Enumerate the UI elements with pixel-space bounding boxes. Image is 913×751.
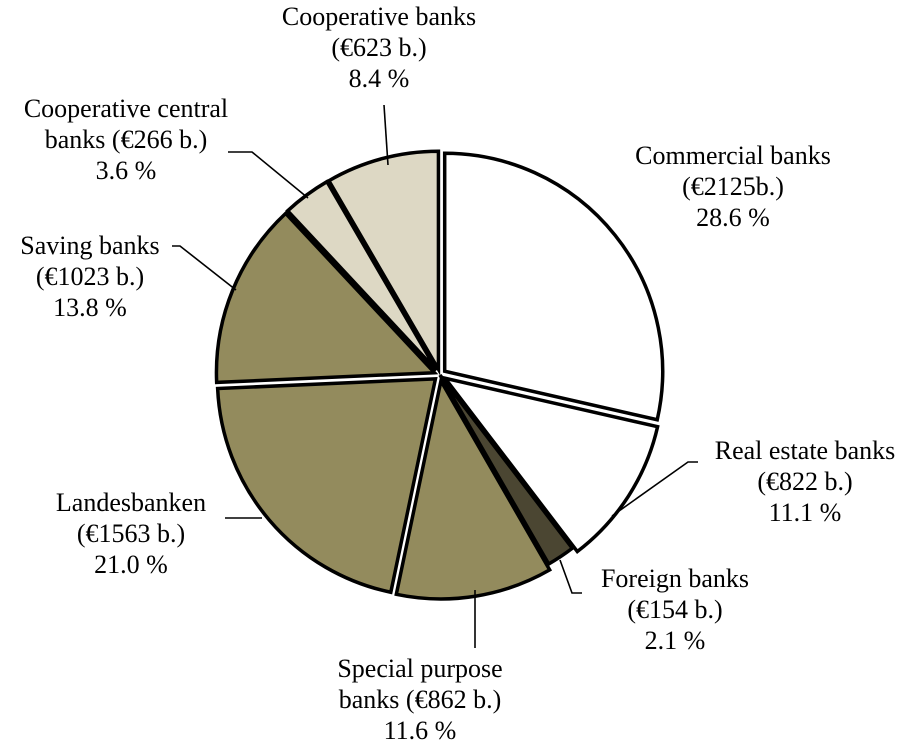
slice-label-saving: Saving banks (€1023 b.) 13.8 % <box>20 230 159 323</box>
slice-label-commercial: Commercial banks (€2125b.) 28.6 % <box>635 140 831 233</box>
slice-label-line: Saving banks <box>20 231 160 260</box>
leader-line-coop-central <box>228 151 309 199</box>
slice-label-line: banks (€862 b.) <box>338 685 502 714</box>
pie-slice-saving <box>214 210 439 385</box>
slice-label-line: banks (€266 b.) <box>44 125 208 154</box>
slice-label-line: 13.8 % <box>53 293 127 322</box>
slice-label-line: (€1563 b.) <box>76 519 186 548</box>
slice-label-line: Commercial banks <box>635 141 831 170</box>
slice-label-coop-central: Cooperative central banks (€266 b.) 3.6 % <box>24 93 228 186</box>
slice-label-line: 8.4 % <box>348 64 410 93</box>
leader-line-foreign <box>559 559 582 594</box>
pie-slice-commercial <box>442 151 665 422</box>
slice-label-line: 3.6 % <box>95 156 157 185</box>
leader-line-real-estate <box>611 461 698 517</box>
slice-label-line: (€822 b.) <box>757 467 853 496</box>
slice-label-line: Real estate banks <box>714 436 896 465</box>
slice-label-foreign: Foreign banks (€154 b.) 2.1 % <box>601 563 749 656</box>
slice-label-line: 11.6 % <box>383 716 457 745</box>
leader-line-cooperative <box>383 104 389 166</box>
slice-label-line: 28.6 % <box>696 203 770 232</box>
pie-slice-cooperative <box>326 149 441 376</box>
slice-label-special-purpose: Special purpose banks (€862 b.) 11.6 % <box>337 653 502 746</box>
slice-label-line: (€1023 b.) <box>35 262 145 291</box>
pie-slice-real-estate <box>440 375 660 554</box>
slice-label-cooperative: Cooperative banks (€623 b.) 8.4 % <box>282 1 476 94</box>
slice-label-line: (€2125b.) <box>682 172 784 201</box>
pie-slice-foreign <box>438 373 575 567</box>
pie-slices <box>214 149 665 601</box>
slice-label-line: Special purpose <box>337 654 503 683</box>
pie-slice-coop-central <box>285 179 438 372</box>
slice-label-real-estate: Real estate banks (€822 b.) 11.1 % <box>715 435 896 528</box>
pie-slice-landesbanken <box>215 377 438 595</box>
slice-label-line: Cooperative banks <box>281 2 477 31</box>
slice-label-line: Cooperative central <box>23 94 229 123</box>
leader-line-saving <box>172 245 237 291</box>
leader-lines <box>172 104 698 648</box>
slice-label-line: 2.1 % <box>644 626 706 655</box>
slice-label-line: Foreign banks <box>600 564 750 593</box>
slice-label-line: 11.1 % <box>768 498 842 527</box>
slice-label-line: 21.0 % <box>94 550 168 579</box>
slice-label-landesbanken: Landesbanken (€1563 b.) 21.0 % <box>56 487 206 580</box>
slice-label-line: (€154 b.) <box>627 595 723 624</box>
slice-label-line: Landesbanken <box>55 488 207 517</box>
slice-label-line: (€623 b.) <box>331 33 427 62</box>
